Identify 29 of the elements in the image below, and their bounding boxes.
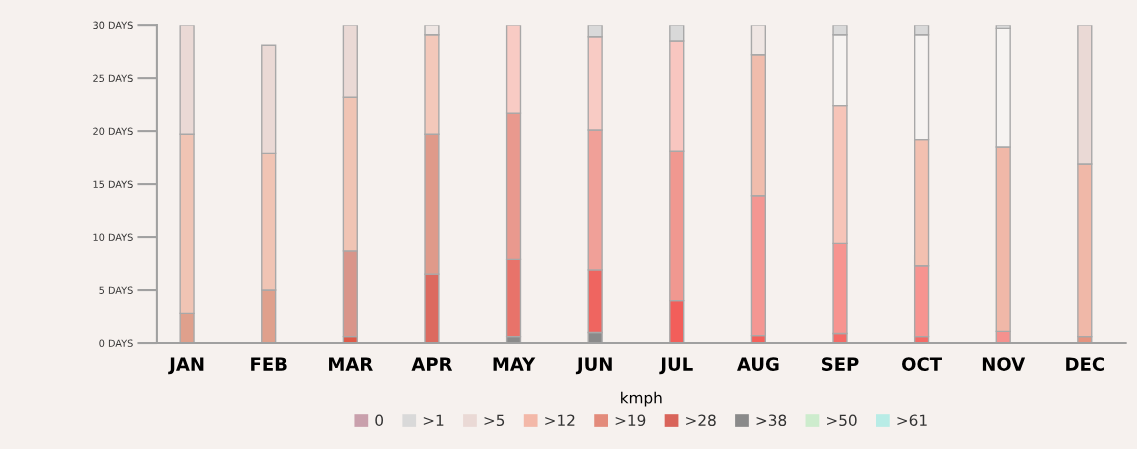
x-tick-label: DEC bbox=[1066, 357, 1104, 371]
legend-label: >19 bbox=[615, 414, 646, 427]
x-tick-label: NOV bbox=[982, 357, 1026, 371]
x-tick-label: JUL bbox=[659, 357, 693, 375]
y-tick-label: 10 DAYS bbox=[93, 233, 133, 241]
legend-label: >38 bbox=[756, 414, 787, 427]
legend-title: kmph bbox=[621, 391, 662, 407]
legend-label: >61 bbox=[897, 414, 927, 427]
y-tick-label: 15 DAYS bbox=[93, 180, 133, 188]
y-tick-label: 30 DAYS bbox=[93, 21, 133, 29]
x-tick-label: JUN bbox=[575, 357, 612, 375]
legend-label: 0 bbox=[375, 414, 384, 427]
x-tick-label: APR bbox=[411, 357, 453, 371]
y-tick-label: 5 DAYS bbox=[99, 286, 133, 294]
y-tick-label: 0 DAYS bbox=[99, 339, 133, 347]
x-tick-label: FEB bbox=[251, 357, 287, 371]
x-tick-label: OCT bbox=[902, 357, 942, 371]
x-tick-label: MAY bbox=[493, 357, 536, 371]
legend-label: >50 bbox=[827, 414, 857, 427]
x-tick-label: AUG bbox=[737, 357, 779, 371]
legend-label: >1 bbox=[423, 414, 444, 426]
x-tick-label: SEP bbox=[822, 357, 859, 371]
legend-label: >28 bbox=[686, 414, 716, 427]
x-tick-label: MAR bbox=[329, 357, 373, 371]
y-tick-label: 20 DAYS bbox=[93, 127, 133, 135]
legend-label: >12 bbox=[545, 414, 575, 426]
x-tick-label: JAN bbox=[168, 357, 204, 375]
y-tick-label: 25 DAYS bbox=[93, 74, 133, 82]
legend-label: >5 bbox=[484, 414, 505, 427]
